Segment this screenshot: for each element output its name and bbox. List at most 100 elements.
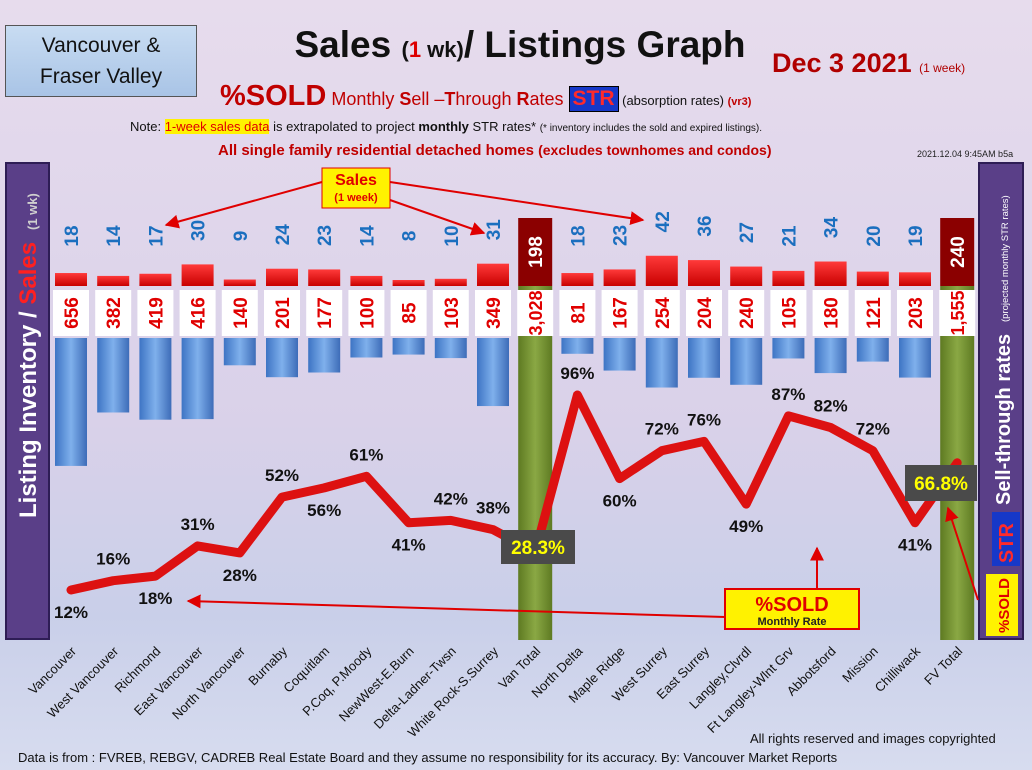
sales-arrow-left (164, 181, 323, 229)
note-highlight: 1-week sales data (164, 119, 270, 134)
inventory-label: 100 (357, 297, 378, 329)
right-str-text: STR (996, 522, 1018, 563)
region-box: Vancouver & Fraser Valley (5, 25, 197, 97)
inventory-label: 177 (315, 297, 336, 329)
sales-bar (645, 255, 678, 286)
inventory-label-box (221, 290, 258, 336)
pct-label: 52% (265, 466, 299, 485)
inventory-label-box (517, 290, 554, 336)
x-category-label: FV Total (921, 643, 965, 687)
inventory-label: 1,555 (948, 290, 968, 335)
inventory-bar (772, 338, 805, 359)
sales-label: 30 (189, 220, 210, 241)
inventory-label-box (348, 290, 385, 336)
inventory-label-box (306, 290, 343, 336)
inventory-bar (308, 338, 341, 373)
x-category-label: West Vancouver (44, 643, 122, 721)
monthly-ates: ates (529, 89, 569, 109)
inventory-label: 140 (231, 297, 252, 329)
pct-label: 28% (223, 566, 257, 585)
pct-label: 76% (687, 410, 721, 429)
inventory-label-box (686, 290, 722, 336)
total-column (518, 286, 553, 640)
left-axis-label: Listing Inventory / Sales (15, 242, 42, 518)
inventory-bar (561, 338, 594, 354)
inventory-label-box (728, 290, 765, 336)
inventory-bar (392, 338, 425, 355)
inventory-label-box (854, 290, 891, 336)
inventory-label: 419 (146, 297, 167, 329)
sales-bar (561, 273, 594, 286)
title-paren-open: ( (401, 37, 409, 62)
inventory-label-box (179, 290, 216, 336)
inventory-label: 3,028 (526, 290, 546, 335)
pct-label: 41% (898, 536, 932, 555)
sales-label: 8 (400, 231, 421, 242)
inventory-bar (97, 338, 130, 413)
sales-label: 34 (822, 217, 843, 239)
str-badge: STR (568, 86, 619, 112)
absorption-note: (absorption rates) (618, 93, 728, 108)
projected-label: (projected monthly STR rates) (1000, 195, 1011, 322)
pct-label: 18% (138, 589, 172, 608)
sales-label: 10 (442, 225, 463, 246)
sales-label: 19 (906, 225, 927, 246)
inventory-label: 81 (568, 302, 589, 324)
sales-callout-title: Sales (335, 172, 377, 189)
sales-label: 36 (695, 216, 716, 237)
pct-label: 31% (181, 515, 215, 534)
inventory-label-box (643, 290, 680, 336)
one-week-label: (1 wk) (25, 193, 40, 230)
sales-axis-label: Sales (15, 242, 42, 305)
van-total-pct: 28.3% (511, 538, 565, 559)
monthly-s: S (399, 89, 412, 109)
inventory-bar (139, 338, 172, 420)
sales-label: 23 (315, 225, 336, 246)
inventory-label: 349 (484, 297, 505, 329)
van-total-pct-box (501, 530, 575, 564)
note-mid2: STR rates* (468, 119, 540, 134)
sales-label: 198 (526, 236, 547, 268)
family-main: All single family residential detached h… (218, 142, 539, 159)
sold-label: %SOLD (220, 80, 327, 112)
family-paren: (excludes townhomes and condos) (538, 142, 772, 158)
region-line-1: Vancouver & (41, 34, 161, 57)
inventory-label: 201 (273, 297, 294, 329)
right-sold-text: %SOLD (996, 578, 1013, 633)
inventory-label-box (897, 290, 933, 336)
inventory-bar (55, 338, 87, 466)
sales-bar (434, 278, 467, 286)
axis-slash: / (15, 305, 42, 325)
subtitle: %SOLD Monthly Sell –Through Rates STR (a… (220, 80, 751, 113)
sales-label: 14 (104, 225, 125, 247)
sales-bar (350, 275, 383, 286)
inventory-label: 180 (822, 297, 843, 329)
inventory-label-box (432, 290, 469, 336)
sales-label: 21 (779, 225, 800, 247)
sold-arrow-right (945, 506, 979, 601)
pct-label: 96% (560, 364, 594, 383)
sales-bar (97, 275, 130, 286)
fv-total-pct-box (905, 465, 977, 501)
sales-bar (477, 263, 509, 286)
pct-label: 82% (814, 397, 848, 416)
title-part1: Sales (294, 24, 402, 65)
timestamp: 2021.12.04 9:45AM b5a (917, 149, 1014, 159)
version-note: (vr3) (727, 96, 752, 108)
date-note: (1 week) (919, 61, 966, 75)
note-mid1: is extrapolated to project (269, 119, 419, 134)
inventory-label: 254 (653, 297, 674, 329)
right-str-badge (992, 512, 1020, 566)
inventory-label-box (475, 290, 511, 336)
title-wk: wk) (421, 37, 464, 62)
report-date: Dec 3 2021 (1 week) (772, 48, 965, 79)
inventory-bar (223, 338, 256, 366)
note-pre: Note: (130, 119, 165, 134)
date-text: Dec 3 2021 (772, 48, 912, 78)
sell-through-label: Sell-through rates (993, 334, 1015, 505)
inventory-label-box (137, 290, 174, 336)
chart-title: Sales (1 wk)/ Listings Graph (200, 24, 840, 66)
sales-callout-box (321, 167, 391, 209)
sales-arrow-right (389, 181, 645, 226)
note-line: Note: 1-week sales data is extrapolated … (130, 119, 762, 134)
